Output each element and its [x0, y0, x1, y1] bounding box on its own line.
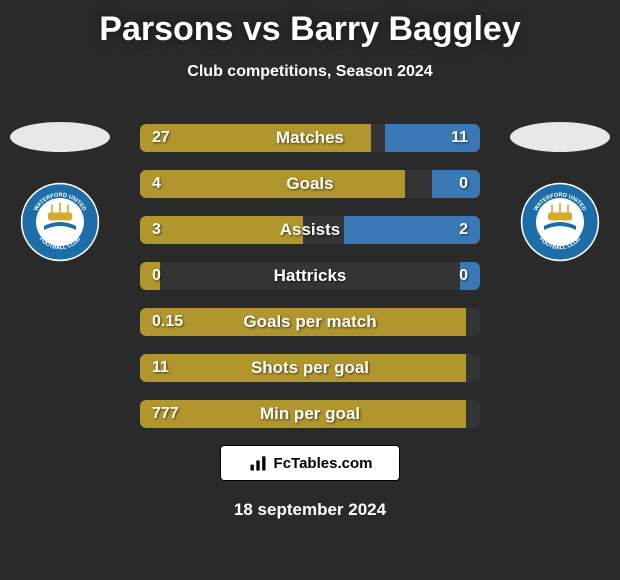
shield-icon: WATERFORD UNITED FOOTBALL CLUB	[20, 182, 100, 262]
date-text: 18 september 2024	[0, 500, 620, 520]
stat-row: Hattricks00	[140, 262, 480, 290]
footer-brand-badge: FcTables.com	[220, 445, 400, 481]
bar-right	[385, 124, 480, 152]
subtitle: Club competitions, Season 2024	[0, 63, 620, 81]
bar-left	[140, 308, 466, 336]
stat-label: Hattricks	[140, 262, 480, 290]
bar-left	[140, 170, 405, 198]
bar-left	[140, 216, 303, 244]
club-badge-left: WATERFORD UNITED FOOTBALL CLUB	[20, 182, 100, 262]
bar-left	[140, 262, 160, 290]
player-right-ellipse	[510, 122, 610, 152]
stat-row: Matches2711	[140, 124, 480, 152]
bar-right	[460, 262, 480, 290]
page-title: Parsons vs Barry Baggley	[0, 0, 620, 49]
player-left-ellipse	[10, 122, 110, 152]
bar-right	[432, 170, 480, 198]
bar-right	[344, 216, 480, 244]
stats-container: Matches2711 Goals40 Assists32 Hattricks00 Go…	[140, 124, 480, 446]
stat-row: Min per goal777	[140, 400, 480, 428]
bar-left	[140, 354, 466, 382]
stat-row: Goals40	[140, 170, 480, 198]
bar-left	[140, 400, 466, 428]
footer-brand-text: FcTables.com	[274, 455, 373, 472]
stat-row: Shots per goal11	[140, 354, 480, 382]
stat-row: Goals per match0.15	[140, 308, 480, 336]
bar-left	[140, 124, 371, 152]
club-badge-right: WATERFORD UNITED FOOTBALL CLUB	[520, 182, 600, 262]
stat-row: Assists32	[140, 216, 480, 244]
chart-icon	[248, 453, 268, 473]
shield-icon: WATERFORD UNITED FOOTBALL CLUB	[520, 182, 600, 262]
